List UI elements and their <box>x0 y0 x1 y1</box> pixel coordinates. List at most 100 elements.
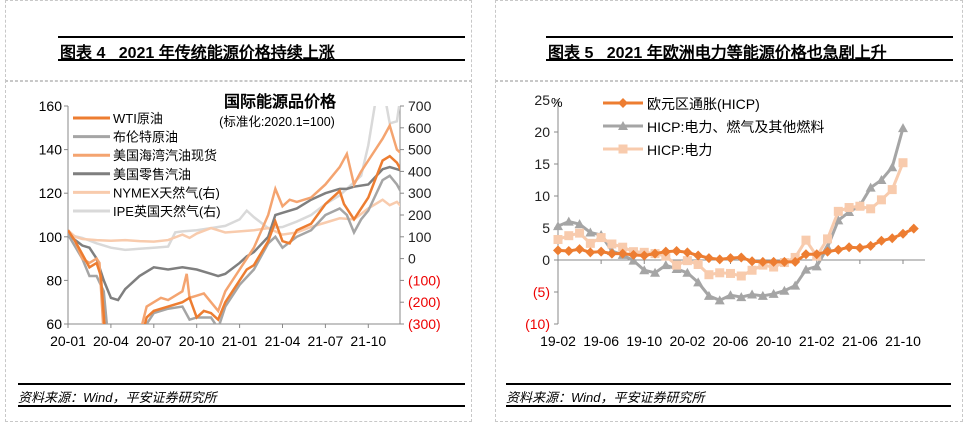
source-rule-top <box>506 383 951 385</box>
y-tick-label: 20 <box>534 124 550 140</box>
legend-label: 布伦特原油 <box>113 130 178 145</box>
data-point-triangle <box>876 175 887 184</box>
source-rule-top <box>18 383 465 385</box>
y-tick-label: 140 <box>39 142 63 158</box>
data-point-square <box>898 158 908 168</box>
data-point-diamond <box>854 242 865 253</box>
title-rule-top <box>58 36 465 38</box>
data-point-triangle <box>725 290 736 300</box>
data-point-diamond <box>639 250 650 261</box>
data-point-diamond <box>822 246 833 257</box>
data-point-square <box>704 270 714 280</box>
data-point-diamond <box>865 240 876 251</box>
series-line-5 <box>68 106 400 252</box>
data-point-diamond <box>671 246 682 257</box>
source-note-left: 资料来源：Wind，平安证券研究所 <box>18 390 217 405</box>
figure-number: 图表 5 <box>548 45 594 62</box>
x-tick-label: 21-07 <box>307 333 343 349</box>
y-tick-label: 160 <box>39 98 63 114</box>
data-point-square <box>855 201 865 211</box>
data-point-diamond <box>768 256 779 267</box>
data-point-diamond <box>908 223 919 234</box>
data-point-triangle <box>714 295 725 305</box>
data-point-diamond <box>650 248 661 259</box>
y-tick-label: 15 <box>534 156 550 172</box>
y-tick-label: 120 <box>39 185 63 201</box>
data-point-square <box>726 268 735 278</box>
y2-tick-label: 100 <box>408 229 432 245</box>
data-point-triangle <box>660 260 671 270</box>
data-point-diamond <box>596 246 607 257</box>
x-tick-label: 19-06 <box>583 333 619 349</box>
y-tick-label: (5) <box>533 284 550 300</box>
y-tick-label: 100 <box>39 229 63 245</box>
title-rule-top <box>546 36 953 38</box>
x-tick-label: 21-02 <box>799 333 835 349</box>
y-tick-label: (10) <box>525 316 550 332</box>
chart-title: 国际能源品价格 <box>224 92 337 111</box>
x-tick-label: 20-10 <box>756 333 792 349</box>
panel-left-header-cell <box>5 0 472 82</box>
data-point-diamond <box>790 256 801 267</box>
data-point-triangle <box>736 292 747 302</box>
data-point-triangle <box>887 162 898 172</box>
data-point-triangle <box>898 123 908 133</box>
legend-label: WTI原油 <box>113 111 163 126</box>
source-note-right: 资料来源：Wind，平安证券研究所 <box>506 390 705 405</box>
data-point-diamond <box>887 233 898 244</box>
data-point-diamond <box>811 249 822 260</box>
x-tick-label: 20-10 <box>179 333 215 349</box>
data-point-square <box>585 238 595 248</box>
y-tick-label: 80 <box>46 272 62 288</box>
data-point-square <box>876 195 886 205</box>
series-line-3 <box>68 165 400 302</box>
legend-label: HICP:电力 <box>647 142 712 158</box>
legend-item: HICP:电力、燃气及其他燃料 <box>603 119 824 135</box>
data-point-diamond <box>757 256 768 267</box>
legend-label: IPE英国天然气(右) <box>113 204 221 219</box>
legend-label: 美国零售汽油 <box>113 167 191 182</box>
x-tick-label: 20-04 <box>93 333 129 349</box>
source-rule-bottom <box>506 405 951 407</box>
data-point-square <box>672 260 682 270</box>
y2-tick-label: 0 <box>408 251 416 267</box>
y-tick-label: 5 <box>542 220 550 236</box>
data-point-square <box>618 242 628 252</box>
x-tick-label: 19-02 <box>540 333 576 349</box>
data-point-triangle <box>779 285 790 295</box>
y2-tick-label: 400 <box>408 163 432 179</box>
data-point-diamond <box>800 249 811 260</box>
series-line-1 <box>68 174 400 324</box>
y2-tick-label: 700 <box>408 98 432 114</box>
y-tick-label: 10 <box>534 188 550 204</box>
data-point-square <box>769 262 779 272</box>
data-point-square <box>747 265 757 275</box>
title-rule-bottom <box>546 59 953 61</box>
x-tick-label: 21-10 <box>885 333 921 349</box>
data-point-diamond <box>693 250 704 261</box>
x-tick-label: 21-04 <box>265 333 301 349</box>
data-point-square <box>844 203 854 213</box>
data-point-square <box>801 235 811 245</box>
chart-subtitle: (标准化:2020.1=100) <box>219 115 335 129</box>
legend-label: 美国海湾汽油现货 <box>113 148 217 163</box>
data-point-diamond <box>563 246 574 257</box>
figure-title-right: 图表 5 2021 年欧洲电力等能源价格也急剧上升 <box>548 39 887 63</box>
y2-tick-label: 300 <box>408 185 432 201</box>
data-point-diamond <box>628 249 639 260</box>
data-point-triangle <box>585 227 596 237</box>
data-point-triangle <box>768 288 779 298</box>
data-point-diamond <box>779 256 790 267</box>
legend-label: HICP:电力、燃气及其他燃料 <box>647 119 824 135</box>
series-0 <box>553 223 919 267</box>
y2-tick-label: 200 <box>408 207 432 223</box>
x-tick-label: 20-02 <box>669 333 705 349</box>
data-point-triangle <box>757 290 768 300</box>
data-point-square <box>575 228 585 238</box>
data-point-square <box>693 259 703 269</box>
data-point-triangle <box>693 277 704 287</box>
x-tick-label: 20-06 <box>713 333 749 349</box>
source-rule-bottom <box>18 405 465 407</box>
series-line-4 <box>68 198 400 243</box>
